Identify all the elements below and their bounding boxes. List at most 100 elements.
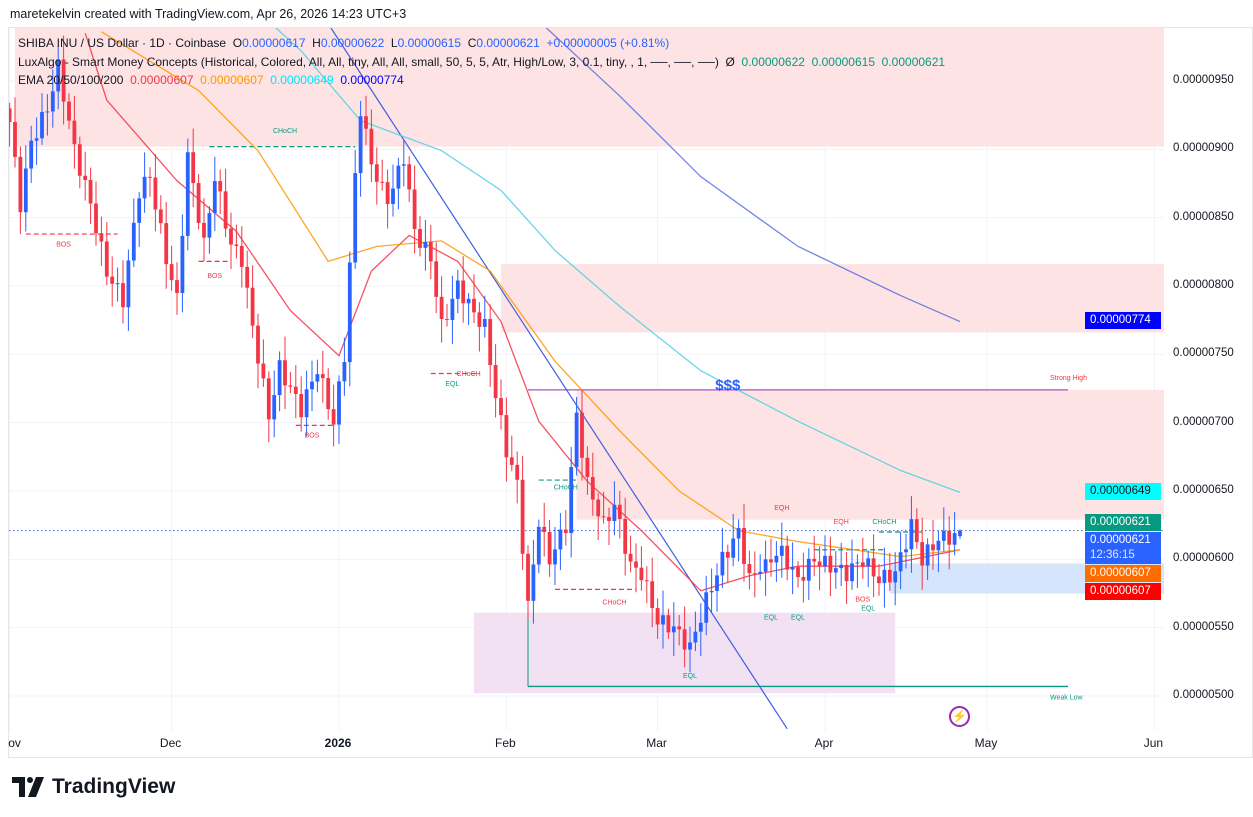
candle (682, 606, 687, 668)
candle (844, 552, 849, 604)
candle-body (839, 564, 844, 569)
candle (158, 195, 163, 234)
candle-body (40, 111, 44, 139)
candle-body (148, 176, 152, 178)
time-tick: Apr (814, 736, 834, 750)
smc-label: $$$ (715, 377, 741, 394)
candle (693, 611, 698, 652)
candle-body (779, 545, 784, 556)
smc-zone (501, 264, 1164, 333)
candle-body (202, 222, 206, 238)
ema-indicator-legend[interactable]: EMA 20/50/100/200 0.00000607 0.00000607 … (18, 71, 945, 90)
candle (563, 510, 568, 546)
smc-label: CHoCH (273, 128, 297, 135)
candle-body (688, 642, 692, 650)
candle (326, 368, 331, 420)
candle-body (94, 203, 98, 234)
candle-body (958, 530, 962, 537)
candle (634, 543, 638, 593)
smc-label: CHoCH (872, 519, 896, 526)
candle (898, 531, 903, 590)
ema50-value: 0.00000607 (200, 73, 264, 87)
candle-body (526, 553, 530, 601)
candle (725, 544, 730, 583)
candle (67, 93, 71, 130)
price-tag-value: 0.00000649 (1090, 484, 1151, 497)
price-axis[interactable]: 0.00000950 0.00000900 0.00000850 0.00000800… (1163, 27, 1253, 730)
candle (245, 250, 250, 309)
candle-body (866, 558, 871, 567)
candle-body (256, 325, 260, 364)
candle-body (34, 138, 39, 141)
candle-body (833, 568, 838, 573)
candle (774, 541, 779, 582)
smc-label: CHoCH (602, 599, 626, 606)
candle-body (655, 607, 660, 625)
candle (126, 249, 131, 331)
tradingview-logo-icon (12, 777, 44, 797)
candle-body (88, 179, 93, 204)
price-tag-value: 0.00000607 (1090, 585, 1151, 598)
time-tick: Mar (646, 736, 667, 750)
chart-frame[interactable]: Strong High Weak Low CHoCH BOS BOS BOS CHoCH EQ… (8, 27, 1253, 758)
candle (207, 206, 212, 254)
candle-body (709, 590, 714, 593)
candle (77, 136, 82, 189)
candle (531, 539, 536, 624)
candle-body (590, 477, 595, 500)
candle-body (601, 516, 606, 518)
candle (590, 452, 595, 516)
smc-symbol: Ø (725, 54, 735, 69)
price-tick: 0.00000800 (1173, 279, 1234, 291)
chart-legend: SHIBA INU / US Dollar · 1D · Coinbase O0… (18, 34, 945, 90)
candle (461, 256, 466, 323)
candle (164, 201, 169, 289)
candle-body (212, 181, 217, 214)
candle-body (682, 629, 687, 650)
candle-body (380, 181, 385, 183)
candle-body (482, 319, 487, 327)
candle-body (218, 181, 223, 192)
candle-body (450, 298, 455, 320)
candle-body (320, 374, 325, 379)
candle (758, 554, 763, 581)
candle-body (612, 504, 617, 521)
price-chart[interactable]: Strong High Weak Low CHoCH BOS BOS BOS CHoCH EQ… (9, 28, 1164, 731)
candle (661, 590, 665, 649)
smc-label: EQL (791, 614, 805, 621)
candle (931, 519, 935, 570)
lightning-bolt-icon[interactable]: ⚡ (949, 706, 970, 727)
candle-body (9, 108, 12, 123)
candle-body (126, 260, 131, 308)
smc-indicator-legend[interactable]: LuxAlgo - Smart Money Concepts (Historic… (18, 53, 945, 72)
smc-label: EQL (445, 381, 459, 388)
candle-body (337, 381, 341, 425)
candle (369, 109, 374, 183)
candle (882, 547, 887, 608)
symbol-legend[interactable]: SHIBA INU / US Dollar · 1D · Coinbase O0… (18, 34, 945, 53)
price-tick: 0.00000750 (1173, 347, 1234, 360)
candle (871, 534, 876, 598)
candle-body (175, 280, 179, 293)
candle-body (909, 519, 914, 550)
candle-body (904, 549, 908, 553)
candle-body (153, 177, 158, 210)
candle-body (623, 519, 628, 554)
candle-body (121, 283, 125, 308)
candle (828, 536, 833, 597)
candle (185, 138, 190, 251)
candle-body (293, 386, 298, 394)
candle-body (472, 298, 476, 313)
candle (396, 157, 401, 210)
candle-body (585, 457, 590, 478)
time-axis[interactable]: ov Dec 2026 Feb Mar Apr May Jun (8, 730, 1163, 757)
smc-label: BOS (305, 433, 320, 440)
candle-body (628, 553, 633, 562)
candle (18, 146, 23, 235)
candle (526, 545, 530, 619)
time-tick: May (974, 736, 998, 750)
candle (40, 93, 44, 145)
candle (439, 276, 444, 343)
candle-body (493, 365, 498, 399)
candle (56, 46, 61, 110)
